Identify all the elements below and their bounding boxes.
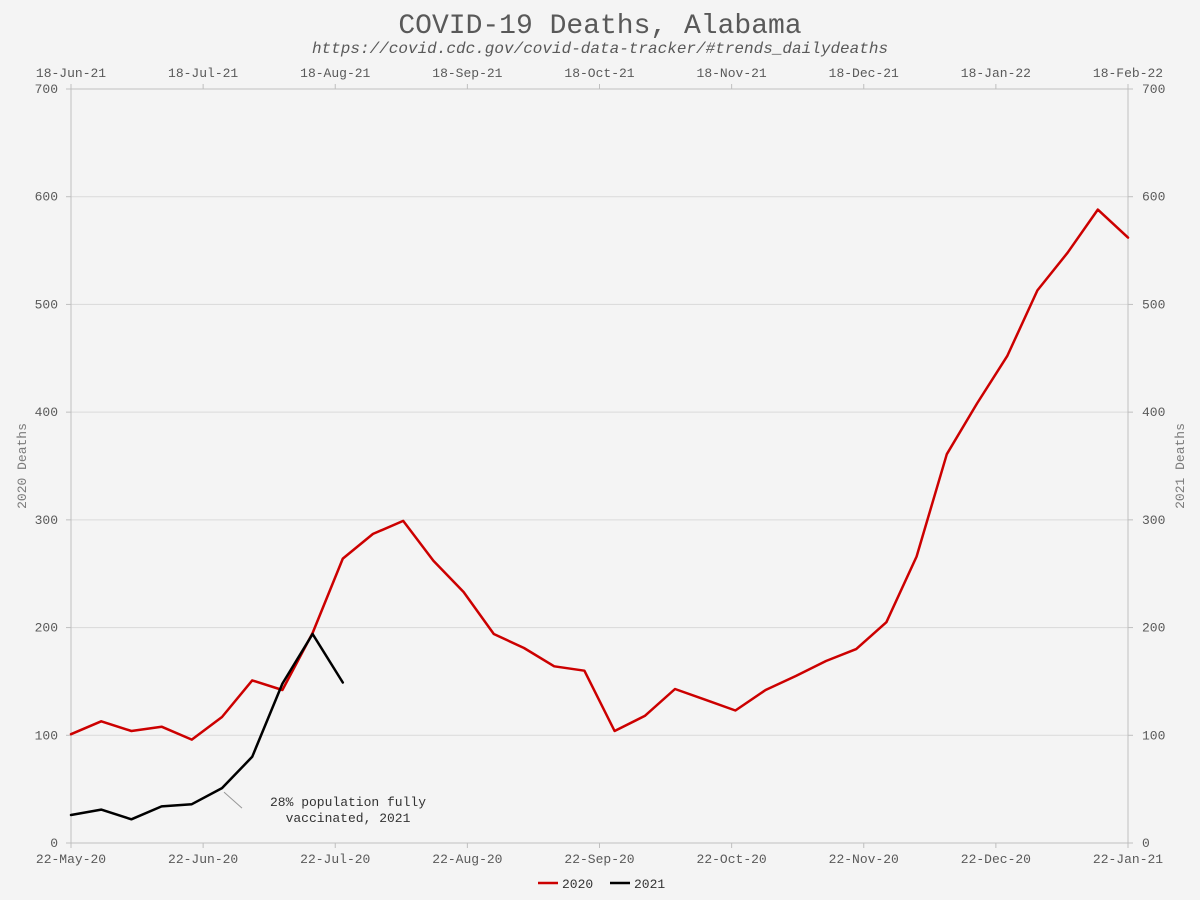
x-tick-label-bottom: 22-Oct-20 <box>697 852 767 867</box>
x-tick-label-bottom: 22-Jun-20 <box>168 852 238 867</box>
grid-lines <box>71 196 1128 736</box>
y-tick-label-left: 200 <box>35 621 58 636</box>
x-tick-label-top: 18-Dec-21 <box>829 66 899 81</box>
y-tick-label-right: 500 <box>1142 297 1165 312</box>
series-line-2021 <box>69 632 345 821</box>
y-tick-label-right: 200 <box>1142 621 1165 636</box>
chart-title: COVID-19 Deaths, Alabama <box>398 11 801 42</box>
x-tick-label-top: 18-Nov-21 <box>697 66 767 81</box>
y-tick-label-right: 100 <box>1142 728 1165 743</box>
x-tick-label-bottom: 22-Jan-21 <box>1093 852 1163 867</box>
series-line-2020 <box>69 208 1130 741</box>
y-tick-label-left: 600 <box>35 190 58 205</box>
legend: 2020 2021 <box>538 877 665 892</box>
legend-label-2020: 2020 <box>562 877 593 892</box>
legend-label-2021: 2021 <box>634 877 665 892</box>
y-axis-label-left: 2020 Deaths <box>15 423 30 509</box>
x-tick-label-top: 18-Jul-21 <box>168 66 238 81</box>
y-tick-label-right: 700 <box>1142 82 1165 97</box>
annotation-text-line1: 28% population fully <box>270 795 426 810</box>
y-tick-label-left: 700 <box>35 82 58 97</box>
series-lines <box>69 208 1130 821</box>
x-tick-label-bottom: 22-Dec-20 <box>961 852 1031 867</box>
x-tick-label-bottom: 22-Jul-20 <box>300 852 370 867</box>
x-tick-label-top: 18-Oct-21 <box>564 66 634 81</box>
plot-frame <box>70 88 1129 844</box>
x-tick-label-top: 18-Aug-21 <box>300 66 370 81</box>
y-axis-label-right: 2021 Deaths <box>1173 423 1188 509</box>
axis-ticks: 0 0 100 100 200 200 300 300 400 400 500 500 600 600 70… <box>35 66 1166 867</box>
y-tick-label-left: 400 <box>35 405 58 420</box>
x-tick-label-bottom: 22-Sep-20 <box>564 852 634 867</box>
annotation-text-line2: vaccinated, 2021 <box>286 811 411 826</box>
y-tick-label-left: 100 <box>35 728 58 743</box>
y-tick-label-right: 0 <box>1142 836 1150 851</box>
y-tick-label-right: 600 <box>1142 190 1165 205</box>
y-tick-label-right: 300 <box>1142 513 1165 528</box>
annotation-leader-line <box>223 791 243 809</box>
chart-subtitle: https://covid.cdc.gov/covid-data-tracker… <box>312 40 888 58</box>
x-tick-label-bottom: 22-Nov-20 <box>829 852 899 867</box>
y-tick-label-left: 500 <box>35 297 58 312</box>
x-tick-label-bottom: 22-May-20 <box>36 852 106 867</box>
x-tick-label-top: 18-Jun-21 <box>36 66 106 81</box>
y-tick-label-left: 0 <box>50 836 58 851</box>
x-tick-label-top: 18-Sep-21 <box>432 66 502 81</box>
y-tick-label-right: 400 <box>1142 405 1165 420</box>
annotations: 28% population fully vaccinated, 2021 <box>223 791 426 826</box>
x-tick-label-top: 18-Jan-22 <box>961 66 1031 81</box>
y-tick-label-left: 300 <box>35 513 58 528</box>
x-tick-label-top: 18-Feb-22 <box>1093 66 1163 81</box>
x-tick-label-bottom: 22-Aug-20 <box>432 852 502 867</box>
